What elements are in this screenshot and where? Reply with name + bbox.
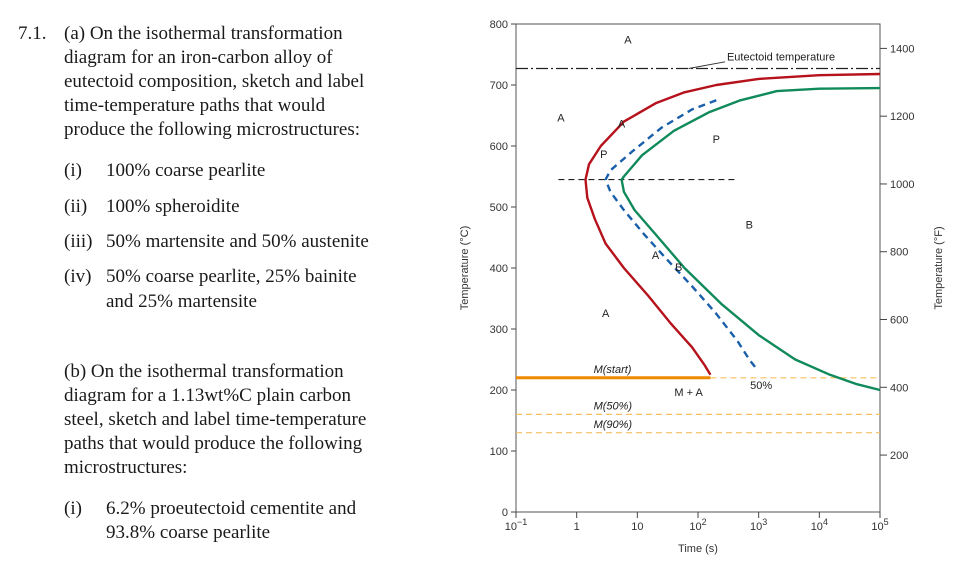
y-right-tick-label: 1200 bbox=[890, 111, 914, 123]
problem-a-line-1: 7.1. (a) On the isothermal transformation bbox=[18, 23, 343, 44]
item-b-i-cont: 93.8% coarse pearlite bbox=[106, 522, 271, 543]
y-tick-label: 800 bbox=[490, 19, 508, 31]
y-tick-label: 200 bbox=[490, 385, 508, 397]
x-tick-label: 10 bbox=[631, 521, 643, 533]
y-right-tick-label: 400 bbox=[890, 382, 908, 394]
region-label-3: B bbox=[746, 219, 753, 231]
y-right-tick-label: 1400 bbox=[890, 43, 914, 55]
item-b-i: (i) 6.2% proeutectoid cementite and bbox=[64, 498, 357, 519]
martensite-label-2: M(90%) bbox=[594, 419, 633, 431]
x-tick-label: 104 bbox=[811, 517, 828, 533]
problem-a-line-5: produce the following microstructures: bbox=[64, 119, 361, 140]
x-tick-label: 1 bbox=[574, 521, 580, 533]
y-right-tick-label: 600 bbox=[890, 315, 908, 327]
problem-a-line-3: eutectoid composition, sketch and label bbox=[64, 71, 365, 92]
y-tick-label: 700 bbox=[490, 80, 508, 92]
curve-0 bbox=[584, 72, 881, 376]
y-right-tick-label: 200 bbox=[890, 450, 908, 462]
region-label-7: A bbox=[618, 119, 626, 131]
x-tick-label: 10−1 bbox=[505, 517, 528, 533]
region-label-5: M + A bbox=[674, 387, 703, 399]
x-tick-label: 102 bbox=[689, 517, 706, 533]
problem-b-line-1: (b) On the isothermal transformation bbox=[64, 361, 344, 382]
y-right-tick-label: 1000 bbox=[890, 179, 914, 191]
plot-frame bbox=[515, 23, 881, 513]
y-axis-right-label: Temperature (°F) bbox=[933, 226, 945, 309]
region-label-6: 50% bbox=[750, 380, 772, 392]
y-tick-label: 100 bbox=[490, 446, 508, 458]
problem-b-line-2: diagram for a 1.13wt%C plain carbon bbox=[64, 385, 352, 406]
problem-b-line-5: microstructures: bbox=[64, 457, 188, 478]
y-axis-label: Temperature (°C) bbox=[459, 226, 471, 310]
martensite-label-1: M(50%) bbox=[594, 401, 633, 413]
x-tick-label: 105 bbox=[871, 517, 888, 533]
problem-a-line-2: diagram for an iron-carbon alloy of bbox=[64, 47, 333, 68]
y-tick-label: 600 bbox=[490, 141, 508, 153]
eutectoid-label: Eutectoid temperature bbox=[727, 52, 835, 64]
x-axis-label: Time (s) bbox=[678, 543, 718, 555]
region-label-9: A bbox=[652, 250, 660, 262]
y-right-tick-label: 800 bbox=[890, 247, 908, 259]
problem-b-line-4: paths that would produce the following bbox=[64, 433, 363, 454]
x-tick-label: 103 bbox=[750, 517, 767, 533]
martensite-label-0: M(start) bbox=[594, 364, 632, 376]
item-a-i: (i) 100% coarse pearlite bbox=[64, 160, 266, 181]
problem-a-line-4: time-temperature paths that would bbox=[64, 95, 326, 116]
curve-1 bbox=[620, 86, 881, 392]
problem-b-line-3: steel, sketch and label time-temperature bbox=[64, 409, 367, 430]
problem-b-text: (b) On the isothermal transformation dia… bbox=[18, 360, 438, 480]
region-label-4: A bbox=[602, 308, 610, 320]
item-a-ii: (ii) 100% spheroidite bbox=[64, 196, 240, 217]
item-a-iii: (iii) 50% martensite and 50% austenite bbox=[64, 231, 369, 252]
item-a-iv: (iv) 50% coarse pearlite, 25% bainite bbox=[64, 266, 357, 287]
y-tick-label: 300 bbox=[490, 324, 508, 336]
region-label-8: P bbox=[600, 149, 607, 161]
region-label-2: P bbox=[713, 134, 720, 146]
y-tick-label: 500 bbox=[490, 202, 508, 214]
curve-2 bbox=[604, 99, 759, 371]
problem-number: 7.1. bbox=[18, 23, 47, 44]
item-a-iv-cont: and 25% martensite bbox=[106, 291, 257, 312]
problem-text: 7.1. (a) On the isothermal transformation… bbox=[18, 22, 438, 142]
y-tick-label: 400 bbox=[490, 263, 508, 275]
region-label-1: A bbox=[557, 113, 565, 125]
region-label-10: B bbox=[675, 262, 682, 274]
eutectoid-arrow bbox=[688, 61, 726, 70]
y-tick-label: 0 bbox=[502, 507, 508, 519]
region-label-0: A bbox=[624, 35, 632, 47]
